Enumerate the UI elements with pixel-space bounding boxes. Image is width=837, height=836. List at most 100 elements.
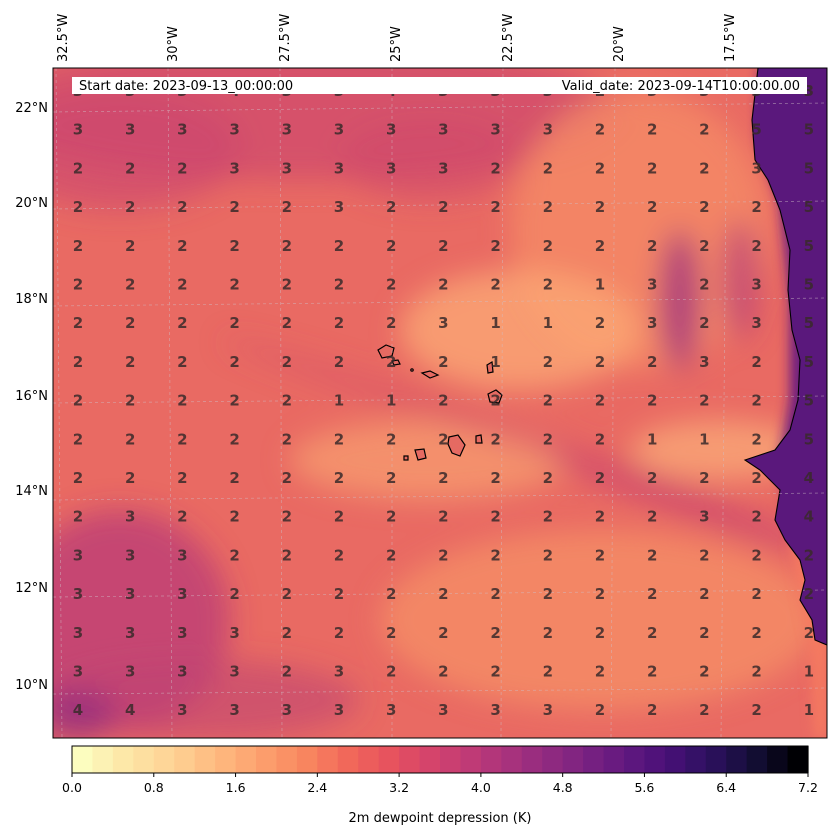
grid-value: 2 — [177, 314, 187, 332]
grid-value: 2 — [334, 508, 344, 526]
grid-value: 2 — [490, 546, 500, 564]
grid-value: 2 — [334, 314, 344, 332]
grid-value: 3 — [699, 508, 709, 526]
grid-value: 2 — [595, 430, 605, 448]
grid-value: 3 — [386, 159, 396, 177]
grid-value: 2 — [125, 353, 135, 371]
grid-value: 3 — [177, 701, 187, 719]
colorbar-segment — [624, 746, 646, 773]
grid-value: 2 — [386, 546, 396, 564]
colorbar-tick-label: 3.2 — [389, 780, 409, 795]
grid-value: 2 — [438, 276, 448, 294]
colorbar-tick-label: 0.8 — [144, 780, 164, 795]
grid-value: 3 — [229, 159, 239, 177]
grid-value: 2 — [386, 276, 396, 294]
grid-value: 5 — [804, 430, 814, 448]
grid-value: 2 — [386, 198, 396, 216]
grid-value: 2 — [438, 198, 448, 216]
colorbar-ticks: 0.0 0.8 1.6 2.4 3.2 4.0 4.8 5.6 6.4 7.2 — [62, 773, 818, 795]
grid-value: 3 — [699, 353, 709, 371]
grid-value: 2 — [229, 430, 239, 448]
grid-value: 2 — [177, 198, 187, 216]
grid-value: 2 — [73, 198, 83, 216]
grid-value: 2 — [73, 237, 83, 255]
grid-value: 2 — [438, 392, 448, 410]
grid-value: 2 — [177, 276, 187, 294]
grid-value: 2 — [647, 508, 657, 526]
grid-value: 2 — [438, 508, 448, 526]
grid-value: 2 — [490, 508, 500, 526]
grid-value: 2 — [229, 508, 239, 526]
grid-value: 3 — [804, 82, 814, 100]
grid-value: 2 — [699, 701, 709, 719]
latitude-label: 16°N — [15, 389, 48, 404]
grid-value: 2 — [125, 198, 135, 216]
grid-value: 2 — [595, 159, 605, 177]
grid-value: 1 — [334, 392, 344, 410]
grid-value: 2 — [282, 353, 292, 371]
latitude-label: 22°N — [15, 101, 48, 116]
grid-value: 3 — [125, 546, 135, 564]
grid-value: 1 — [490, 353, 500, 371]
grid-value: 4 — [73, 701, 83, 719]
colorbar-segment — [521, 746, 543, 773]
colorbar-segment — [92, 746, 114, 773]
islands — [377, 344, 503, 461]
grid-value: 3 — [334, 121, 344, 139]
colorbar-segment — [358, 746, 380, 773]
grid-value: 3 — [438, 159, 448, 177]
colorbar-frame — [71, 745, 809, 774]
grid-value: 2 — [282, 430, 292, 448]
grid-value: 2 — [699, 392, 709, 410]
grid-value: 2 — [438, 585, 448, 603]
colorbar-segment — [174, 746, 196, 773]
grid-value: 2 — [647, 546, 657, 564]
grid-value: 3 — [334, 198, 344, 216]
grid-value: 2 — [751, 663, 761, 681]
longitude-labels: 32.5°W 30°W 27.5°W 25°W 22.5°W 20°W 17.5°W — [56, 14, 738, 62]
grid-value: 2 — [229, 237, 239, 255]
colorbar-segment — [215, 746, 237, 773]
colorbar-segment — [542, 746, 564, 773]
grid-value: 2 — [334, 276, 344, 294]
grid-value: 5 — [804, 159, 814, 177]
grid-value: 2 — [699, 469, 709, 487]
grid-value: 2 — [125, 159, 135, 177]
grid-value: 2 — [751, 198, 761, 216]
grid-value: 2 — [699, 663, 709, 681]
grid-value: 4 — [804, 469, 814, 487]
grid-value: 2 — [543, 585, 553, 603]
grid-value: 2 — [438, 469, 448, 487]
grid-value: 3 — [229, 701, 239, 719]
grid-value: 2 — [595, 585, 605, 603]
grid-value: 2 — [177, 353, 187, 371]
grid-value: 2 — [647, 353, 657, 371]
grid-value: 1 — [543, 314, 553, 332]
grid-value: 2 — [125, 430, 135, 448]
grid-value: 2 — [125, 314, 135, 332]
grid-value: 2 — [804, 624, 814, 642]
grid-value: 2 — [229, 353, 239, 371]
grid-value: 3 — [125, 121, 135, 139]
grid-value: 2 — [647, 585, 657, 603]
grid-value: 3 — [177, 546, 187, 564]
colorbar-tick-label: 0.0 — [62, 780, 82, 795]
latitude-label: 20°N — [15, 196, 48, 211]
grid-value: 3 — [334, 159, 344, 177]
grid-value: 2 — [282, 508, 292, 526]
grid-value: 2 — [699, 624, 709, 642]
grid-value: 2 — [334, 430, 344, 448]
grid-value: 2 — [438, 663, 448, 681]
grid-value: 2 — [490, 663, 500, 681]
grid-value: 1 — [647, 430, 657, 448]
grid-value: 2 — [595, 469, 605, 487]
grid-value: 2 — [177, 159, 187, 177]
grid-value: 2 — [73, 159, 83, 177]
grid-value: 3 — [177, 624, 187, 642]
colorbar-segment — [480, 746, 502, 773]
grid-value: 3 — [73, 663, 83, 681]
grid-value: 2 — [647, 663, 657, 681]
grid-value: 2 — [125, 276, 135, 294]
grid-value: 2 — [177, 508, 187, 526]
colorbar-segment — [112, 746, 134, 773]
